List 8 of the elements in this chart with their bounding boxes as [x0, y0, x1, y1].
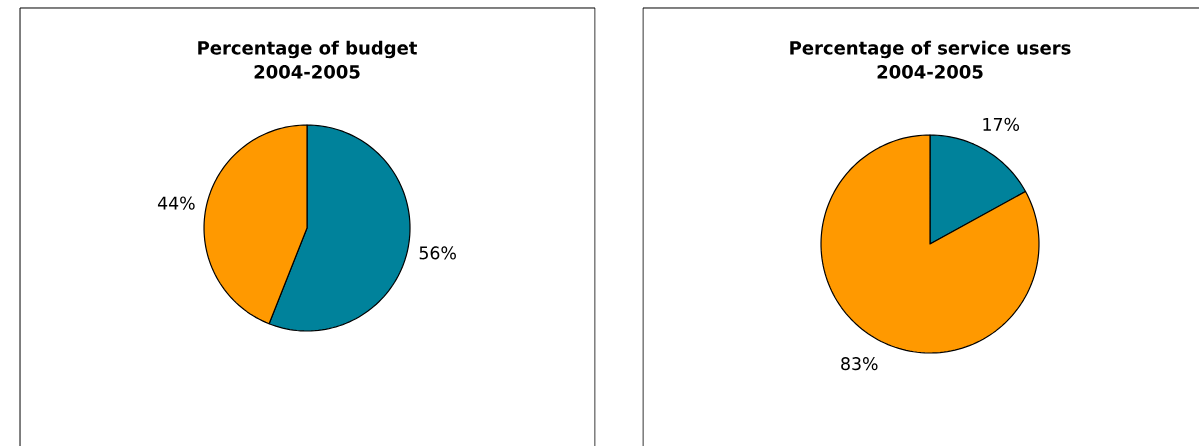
data-label: 83%	[841, 357, 878, 371]
chart-subtitle: 2004-2005	[254, 65, 360, 79]
chart-subtitle: 2004-2005	[877, 65, 983, 79]
data-label: 44%	[157, 196, 195, 210]
data-label: 17%	[983, 117, 1020, 131]
data-label: 56%	[419, 246, 456, 260]
chart-title: Percentage of budget	[198, 40, 418, 59]
chart-title: Percentage of service users	[790, 40, 1071, 59]
